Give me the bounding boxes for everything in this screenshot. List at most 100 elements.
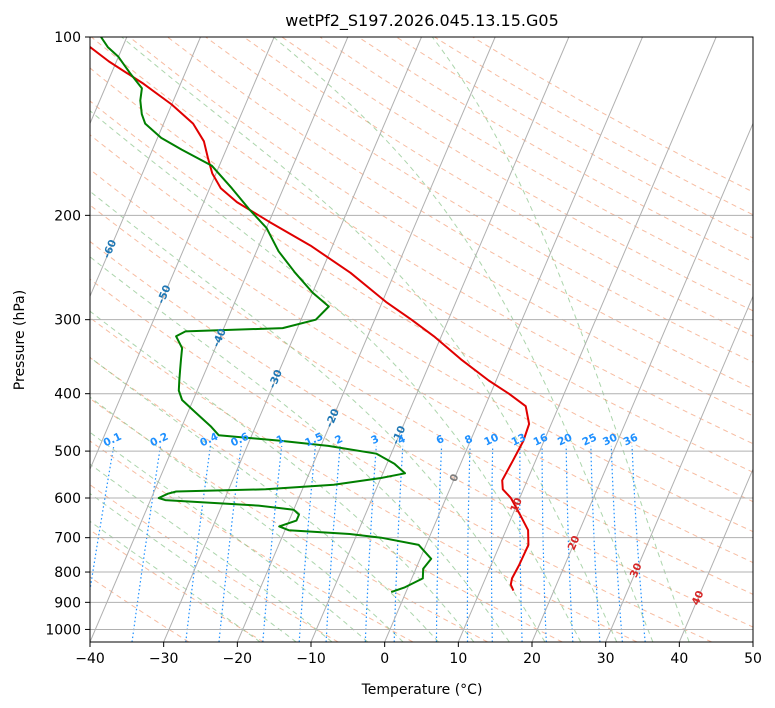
isotherm-label: -60: [101, 238, 119, 260]
isotherm-label: 0: [448, 472, 462, 483]
dry-adiabat-line: [434, 37, 753, 216]
chart-title: wetPf2_S197.2026.045.13.15.G05: [285, 11, 559, 31]
isotherm-line: [605, 295, 753, 642]
moist-adiabat-line: [431, 37, 690, 642]
moist-adiabat-line: [90, 110, 582, 642]
dry-adiabat-line: [90, 440, 414, 642]
mixing-ratio-label: 4: [396, 433, 408, 447]
mixing-ratio-line: [262, 445, 283, 642]
dry-adiabat-line: [281, 37, 753, 312]
x-tick-label: −30: [149, 651, 179, 667]
series-layer: [90, 37, 531, 594]
mixing-ratio-line: [90, 445, 115, 594]
mixing-ratio-line: [466, 445, 471, 642]
dry-adiabat-line: [90, 240, 753, 628]
mixing-ratio-label: 6: [434, 433, 446, 447]
y-tick-label: 400: [54, 387, 81, 403]
contour-labels: -100-90-80-70-60-50-40-30-20-10010203040…: [0, 155, 707, 607]
mixing-ratio-lines: [90, 445, 646, 642]
dry-adiabat-line: [90, 397, 488, 642]
isotherm-label: 40: [690, 589, 707, 607]
mixing-ratio-label: 30: [601, 431, 619, 448]
mixing-ratio-label: 1.5: [303, 431, 325, 450]
moist-adiabat-line: [90, 396, 404, 642]
moist-adiabat-line: [90, 256, 510, 642]
mixing-ratio-line: [565, 445, 574, 642]
y-tick-label: 600: [54, 491, 81, 507]
plot-area: -100-90-80-70-60-50-40-30-20-10010203040…: [0, 37, 753, 642]
isotherm-line: [752, 640, 753, 642]
mixing-ratio-label: 0.6: [229, 431, 251, 450]
y-tick-label: 200: [54, 208, 81, 224]
mixing-ratio-line: [131, 445, 162, 642]
dry-adiabat-line: [167, 37, 753, 390]
dry-adiabat-line: [90, 134, 753, 533]
dry-adiabat-line: [90, 278, 712, 642]
mixing-ratio-line: [590, 445, 601, 642]
isotherm-line: [310, 37, 570, 642]
moist-adiabat-line: [90, 493, 297, 642]
isotherm-line: [90, 37, 349, 642]
moist-adiabat-line: [121, 37, 618, 642]
isotherm-line: [384, 37, 643, 642]
moist-adiabat-line: [273, 37, 654, 642]
isotherm-label: 10: [508, 496, 525, 514]
mixing-ratio-label: 3: [369, 433, 381, 447]
x-tick-label: 40: [670, 651, 688, 667]
mixing-ratio-label: 13: [510, 431, 528, 448]
isotherm-label: 20: [566, 534, 583, 552]
isotherm-label: -20: [323, 407, 341, 429]
x-tick-label: 0: [380, 651, 389, 667]
moist-adiabat-line: [90, 463, 333, 642]
isotherms: [90, 37, 753, 642]
dry-adiabat-line: [243, 37, 753, 337]
x-tick-label: 30: [597, 651, 615, 667]
y-axis-label: Pressure (hPa): [12, 290, 28, 390]
mixing-ratio-line: [631, 445, 646, 642]
moist-adiabat-line: [90, 431, 369, 642]
x-tick-label: −20: [223, 651, 253, 667]
moist-adiabats: [90, 37, 690, 642]
mixing-ratio-line: [298, 445, 316, 642]
mixing-ratio-line: [435, 445, 443, 642]
x-tick-label: 50: [744, 651, 762, 667]
dry-adiabat-line: [90, 576, 190, 642]
mixing-ratio-label: 36: [622, 431, 640, 448]
isotherm-label: -50: [155, 283, 173, 305]
mixing-ratio-line: [610, 445, 623, 642]
isotherm-line: [90, 37, 201, 298]
y-tick-label: 700: [54, 531, 81, 547]
x-axis-label: Temperature (°C): [361, 682, 483, 698]
dry-adiabat-line: [90, 168, 753, 564]
x-tick-label: −10: [296, 651, 326, 667]
mixing-ratio-label: 25: [580, 431, 598, 448]
mixing-ratio-line: [218, 445, 242, 642]
y-tick-label: 300: [54, 313, 81, 329]
dry-adiabat-line: [90, 37, 753, 445]
dry-adiabat-line: [90, 204, 753, 595]
mixing-ratio-label: 10: [482, 431, 500, 448]
isotherm-label: -80: [0, 155, 8, 177]
isotherm-label: -30: [266, 368, 284, 390]
mixing-ratio-label: 8: [463, 433, 475, 447]
isotherm-line: [236, 37, 496, 642]
dry-adiabat-line: [357, 37, 753, 263]
moist-adiabat-line: [90, 356, 439, 642]
isotherm-label: 30: [628, 561, 645, 579]
y-tick-label: 800: [54, 565, 81, 581]
x-tick-label: 10: [449, 651, 467, 667]
mixing-ratio-line: [490, 445, 494, 642]
x-axis-ticks: −40 −30 −20 −10 0 10 20 30 40 50: [75, 642, 762, 667]
dry-adiabat-line: [90, 317, 638, 642]
dry-adiabat-line: [90, 356, 563, 642]
dry-adiabat-line: [90, 67, 753, 473]
y-axis-ticks: 100 200 300 400 500 600 700 800 900 1000: [45, 30, 90, 638]
moist-adiabat-line: [90, 520, 261, 642]
mixing-ratio-label: 20: [556, 431, 574, 448]
y-tick-label: 500: [54, 444, 81, 460]
mixing-ratio-label: 16: [532, 432, 550, 449]
plot-frame: [89, 36, 754, 643]
x-tick-label: −40: [75, 651, 105, 667]
moist-adiabat-line: [90, 190, 546, 642]
